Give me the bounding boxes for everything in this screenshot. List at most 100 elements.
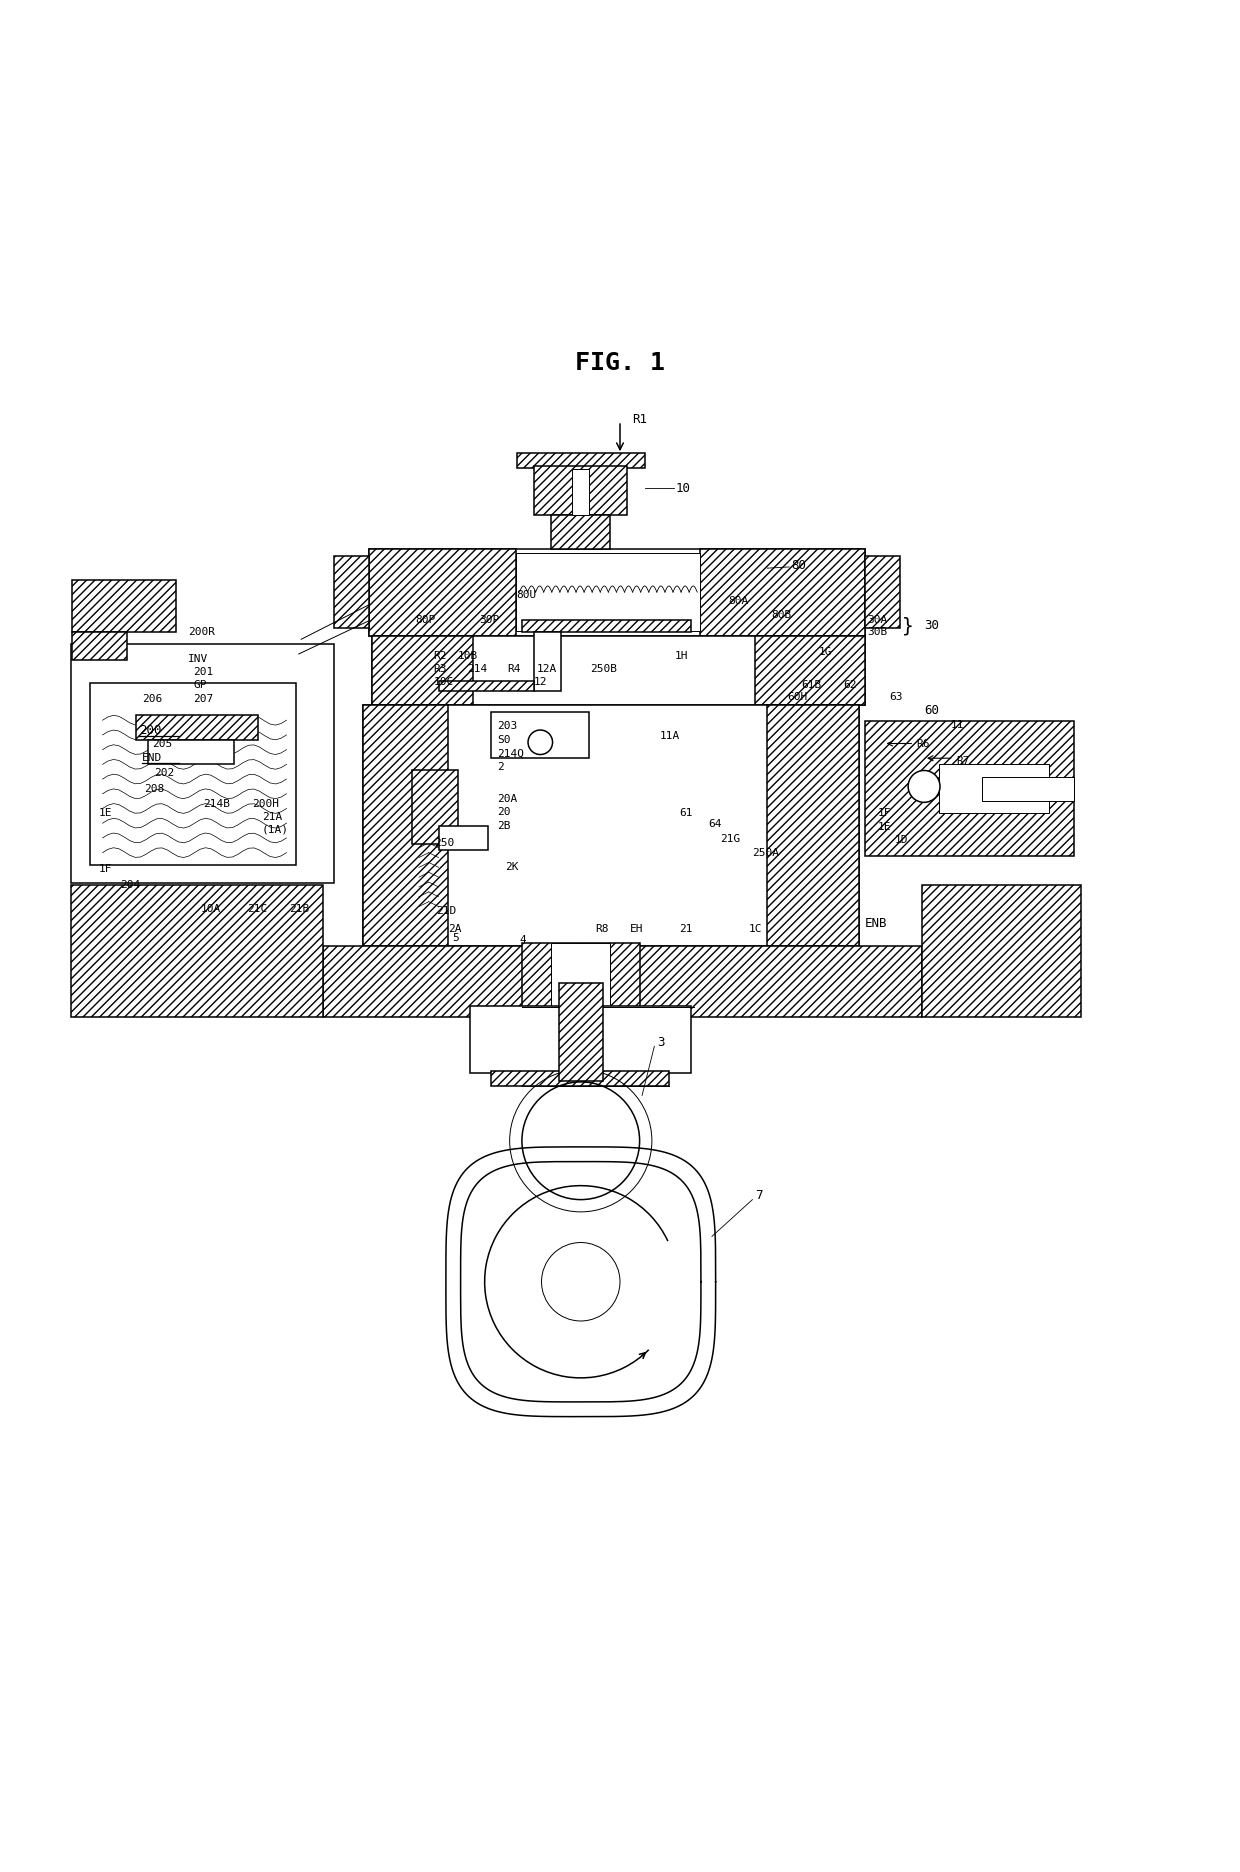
Bar	[470, 1005, 691, 1073]
Text: 2A: 2A	[449, 923, 461, 934]
Bar	[71, 644, 335, 884]
Text: 1E: 1E	[99, 809, 113, 818]
Text: 80P: 80P	[415, 614, 435, 625]
Polygon shape	[372, 636, 472, 706]
Text: 7: 7	[755, 1189, 763, 1202]
Text: 21: 21	[678, 923, 692, 934]
Text: 250A: 250A	[753, 848, 780, 857]
Text: 205: 205	[151, 738, 172, 749]
Bar	[552, 943, 610, 1086]
Text: 11: 11	[951, 721, 965, 730]
Text: 2K: 2K	[505, 863, 518, 872]
Bar	[335, 556, 368, 629]
Text: 2B: 2B	[497, 820, 511, 831]
Bar	[552, 515, 610, 548]
Bar	[72, 580, 176, 633]
Text: 1G: 1G	[818, 646, 832, 657]
Text: 20A: 20A	[497, 794, 517, 803]
Text: 30: 30	[924, 620, 939, 633]
Text: 1D: 1D	[894, 835, 908, 846]
Text: 3: 3	[657, 1037, 665, 1048]
Bar	[372, 636, 866, 706]
Text: 207: 207	[193, 695, 213, 704]
Text: 30A: 30A	[868, 614, 888, 625]
Text: 4: 4	[520, 934, 526, 945]
Bar	[362, 706, 859, 945]
Text: R8: R8	[595, 923, 609, 934]
Text: 30B: 30B	[868, 627, 888, 636]
Text: FIG. 1: FIG. 1	[575, 352, 665, 376]
Polygon shape	[368, 548, 516, 636]
Polygon shape	[755, 636, 866, 706]
Text: R6: R6	[916, 738, 930, 749]
Text: R3: R3	[434, 665, 448, 674]
Text: R4: R4	[507, 665, 521, 674]
Text: 21D: 21D	[436, 906, 456, 917]
Bar	[517, 453, 645, 468]
Text: 1C: 1C	[749, 923, 763, 934]
Text: 80: 80	[791, 560, 807, 573]
Bar	[534, 633, 562, 691]
Bar	[866, 721, 1074, 856]
Text: 250: 250	[434, 839, 454, 848]
Text: 21A: 21A	[262, 812, 283, 822]
Bar	[72, 633, 128, 661]
Text: 21G: 21G	[720, 835, 740, 844]
Polygon shape	[768, 706, 859, 945]
Text: INV: INV	[188, 653, 208, 665]
Text: R1: R1	[632, 414, 647, 427]
Text: }: }	[901, 616, 914, 635]
Text: 64: 64	[708, 820, 722, 829]
Text: 60: 60	[924, 704, 939, 717]
Text: 250B: 250B	[590, 665, 618, 674]
Text: 214: 214	[466, 665, 487, 674]
Text: 200H: 200H	[252, 799, 279, 809]
Bar	[135, 715, 258, 739]
Bar	[148, 739, 234, 764]
Text: GP: GP	[193, 680, 207, 689]
Bar	[939, 764, 1049, 814]
Bar	[534, 466, 627, 515]
Text: S0: S0	[497, 736, 511, 745]
Text: 61: 61	[678, 809, 692, 818]
Text: 206: 206	[141, 695, 162, 704]
Text: 200: 200	[139, 723, 162, 736]
Text: 80A: 80A	[728, 597, 748, 607]
Text: 2: 2	[497, 762, 505, 771]
Text: 30P: 30P	[479, 614, 500, 625]
Text: R7: R7	[956, 756, 970, 766]
Text: 204: 204	[120, 880, 140, 889]
Bar	[491, 711, 589, 758]
Text: (1A): (1A)	[262, 824, 289, 835]
Bar	[368, 548, 866, 636]
Bar	[91, 683, 296, 865]
Text: 214Q: 214Q	[497, 749, 525, 758]
Text: 60H: 60H	[786, 693, 807, 702]
Text: 80U: 80U	[516, 590, 536, 601]
Text: 200R: 200R	[188, 627, 216, 636]
Bar	[982, 777, 1074, 801]
Bar	[572, 468, 589, 515]
Text: ENB: ENB	[866, 917, 888, 930]
Text: END: END	[141, 753, 162, 764]
Bar	[516, 554, 699, 631]
Text: 10A: 10A	[201, 904, 221, 914]
Text: 10: 10	[675, 481, 691, 494]
Text: 62: 62	[843, 680, 857, 689]
Circle shape	[908, 771, 940, 803]
Text: 202: 202	[154, 768, 175, 779]
Text: 12A: 12A	[537, 665, 557, 674]
Bar	[439, 681, 534, 691]
Bar	[522, 943, 640, 1086]
Bar	[439, 826, 487, 850]
Bar	[559, 983, 603, 1080]
Text: 214B: 214B	[203, 799, 231, 809]
Circle shape	[528, 730, 553, 754]
Text: 1F: 1F	[99, 863, 113, 874]
Text: 1H: 1H	[675, 651, 688, 661]
Text: 1E: 1E	[878, 822, 892, 831]
Text: EH: EH	[630, 923, 644, 934]
Text: 201: 201	[193, 668, 213, 678]
Text: 10C: 10C	[434, 678, 454, 687]
Text: 10B: 10B	[458, 651, 479, 661]
